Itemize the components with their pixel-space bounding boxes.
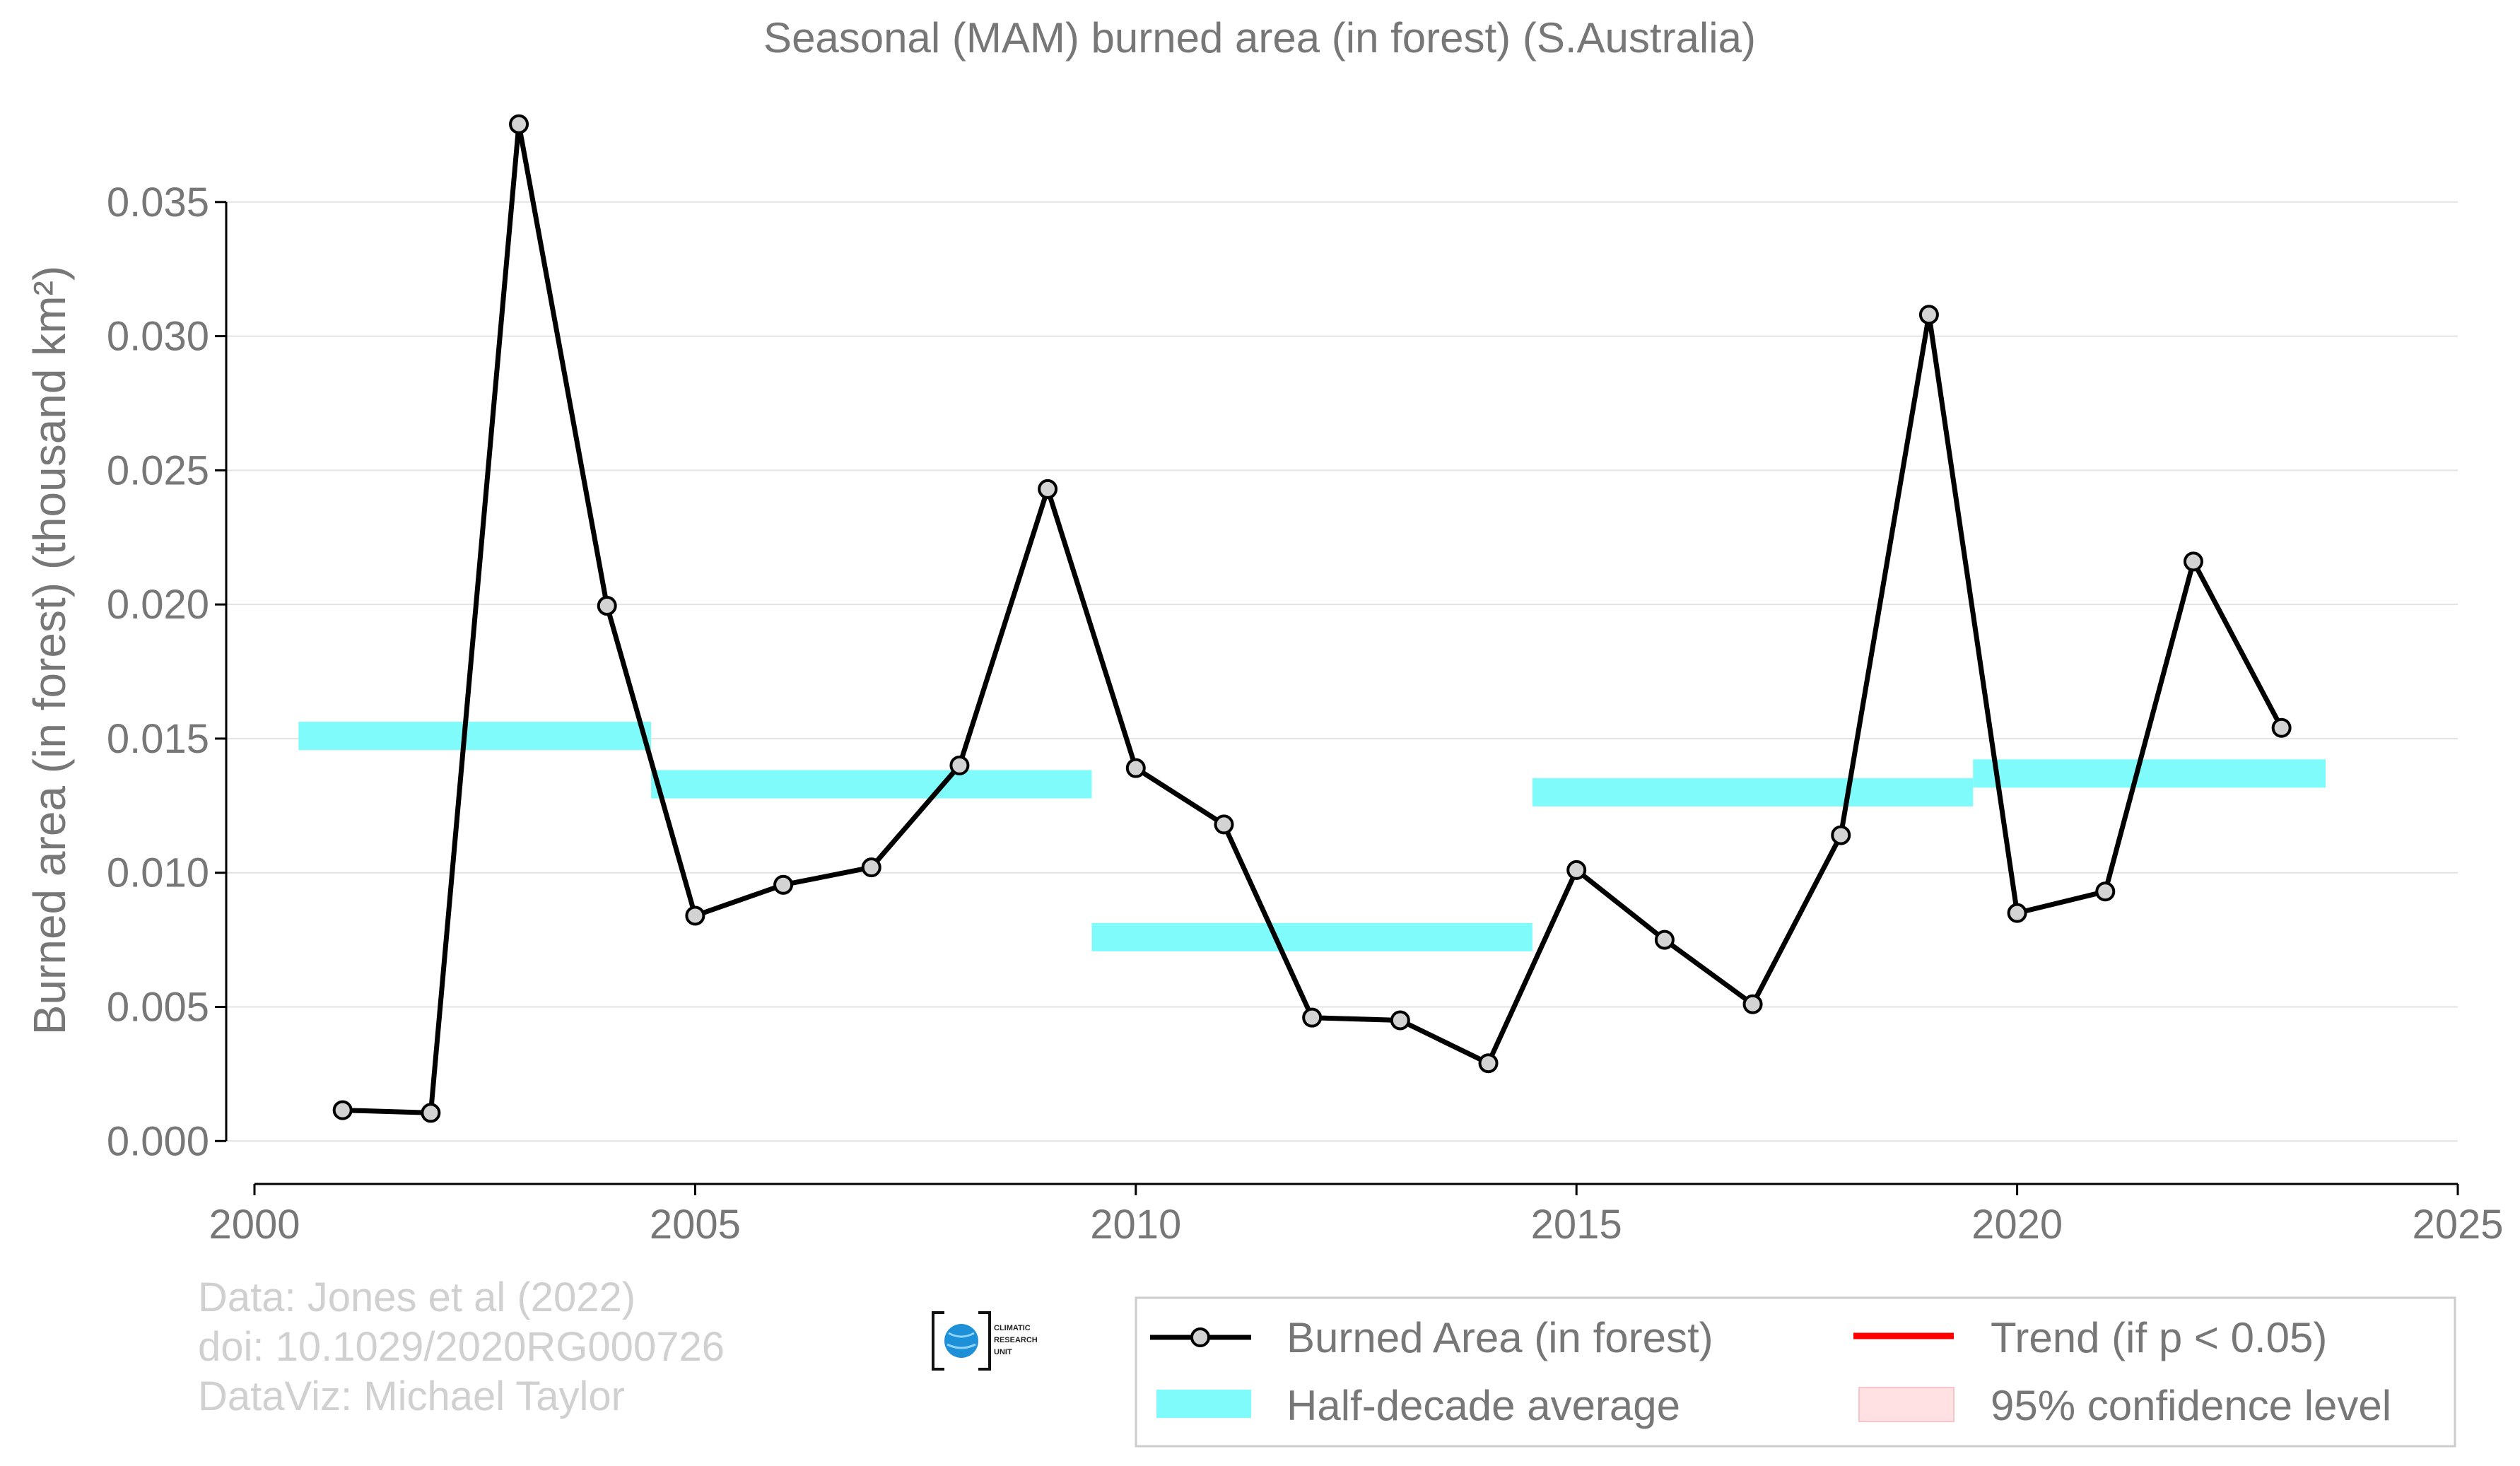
y-tick-labels: 0.000 0.005 0.010 0.015 0.020 0.025 0.030 0.035: [107, 180, 209, 1164]
y-tick-label-4: 0.020: [107, 582, 209, 628]
half-decade-bar-2: [1091, 922, 1532, 951]
data-point-2016: [1654, 930, 1675, 950]
legend-entry-confidence: 95% confidence level: [1858, 1382, 2391, 1429]
half-decade-bar-3: [1532, 778, 1974, 807]
x-tick-label-2: 2010: [1090, 1202, 1181, 1248]
half-decade-bar-0: [298, 722, 652, 751]
credit-doi: doi: 10.1029/2020RG000726: [198, 1324, 725, 1370]
logo-text-3: UNIT: [994, 1348, 1012, 1356]
data-point-2017: [1742, 994, 1763, 1014]
series-points: [332, 114, 2292, 1123]
half-decade-bands: [298, 722, 2326, 951]
data-point-2014: [1478, 1053, 1499, 1074]
data-point-2012: [1302, 1007, 1323, 1028]
data-point-2020: [2007, 903, 2027, 923]
data-point-2002: [421, 1103, 441, 1123]
data-point-2009: [1038, 479, 1058, 499]
y-tick-label-7: 0.035: [107, 180, 209, 225]
x-tick-labels: 2000 2005 2010 2015 2020 2025: [209, 1202, 2503, 1248]
data-point-2008: [949, 755, 970, 775]
globe-icon: [944, 1324, 978, 1358]
y-tick-label-5: 0.025: [107, 447, 209, 493]
x-tick-label-3: 2015: [1531, 1202, 1622, 1248]
x-tick-label-5: 2025: [2412, 1202, 2503, 1248]
axes: [215, 201, 2459, 1195]
y-tick-label-0: 0.000: [107, 1118, 209, 1164]
y-axis-label: Burned area (in forest) (thousand km²): [24, 266, 75, 1035]
half-decade-bar-1: [651, 770, 1092, 799]
data-point-2015: [1566, 860, 1587, 880]
legend-entry-trend: Trend (if p < 0.05): [1853, 1314, 2327, 1361]
y-tick-label-1: 0.005: [107, 984, 209, 1030]
data-point-2004: [597, 596, 617, 616]
logo-text-1: CLIMATIC: [994, 1324, 1031, 1332]
data-point-2022: [2183, 551, 2203, 572]
half-decade-bar-4: [1973, 759, 2326, 788]
cru-logo: CLIMATIC RESEARCH UNIT: [932, 1311, 1038, 1371]
x-tick-label-4: 2020: [1971, 1202, 2063, 1248]
legend-entry-half-decade: Half-decade average: [1156, 1382, 1680, 1429]
data-point-2007: [861, 857, 881, 878]
y-tick-label-2: 0.010: [107, 850, 209, 896]
logo-text-2: RESEARCH: [994, 1336, 1038, 1344]
y-tick-label-6: 0.030: [107, 314, 209, 360]
y-tick-label-3: 0.015: [107, 716, 209, 762]
data-point-2019: [1918, 305, 1939, 325]
legend-box: [1135, 1296, 2456, 1448]
data-point-2003: [509, 114, 529, 134]
legend-label-half-decade: Half-decade average: [1287, 1382, 1680, 1429]
legend: Burned Area (in forest) Trend (if p < 0.…: [1135, 1296, 2456, 1448]
legend-entry-burned-area: Burned Area (in forest): [1150, 1314, 1713, 1361]
x-tick-label-0: 2000: [209, 1202, 300, 1248]
credit-dataviz: DataViz: Michael Taylor: [198, 1373, 625, 1419]
data-point-2011: [1214, 814, 1234, 835]
x-tick-label-1: 2005: [650, 1202, 741, 1248]
data-point-2006: [773, 874, 794, 895]
data-point-2018: [1831, 825, 1851, 845]
legend-label-burned-area: Burned Area (in forest): [1287, 1314, 1713, 1361]
data-point-2005: [685, 905, 705, 926]
data-point-2013: [1390, 1010, 1410, 1031]
credit-data-source: Data: Jones et al (2022): [198, 1274, 635, 1320]
legend-label-trend: Trend (if p < 0.05): [1991, 1314, 2327, 1361]
chart-title: Seasonal (MAM) burned area (in forest) (…: [763, 14, 1756, 61]
data-point-2010: [1125, 758, 1146, 778]
data-point-2021: [2095, 881, 2116, 902]
data-point-2001: [332, 1100, 353, 1120]
legend-label-confidence: 95% confidence level: [1991, 1382, 2391, 1429]
data-point-2023: [2271, 717, 2292, 738]
